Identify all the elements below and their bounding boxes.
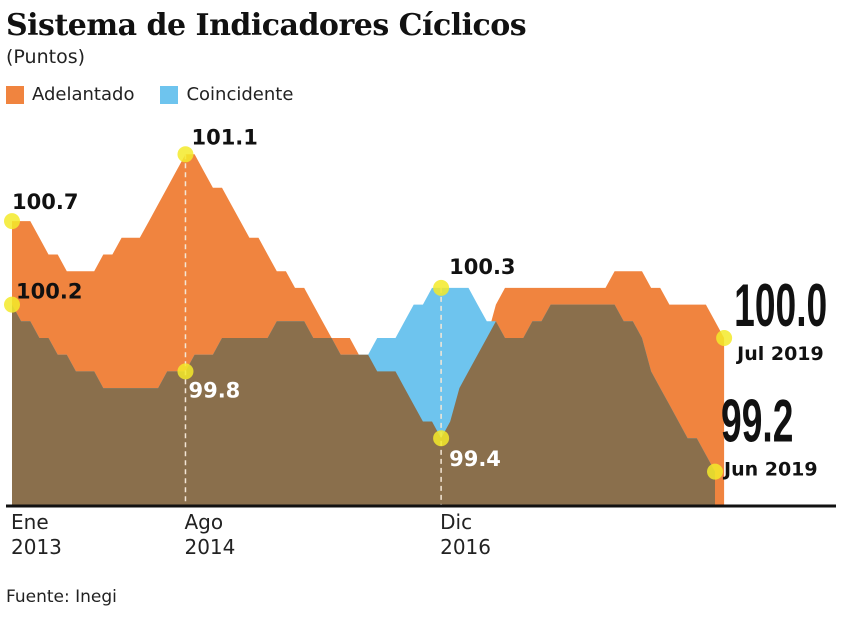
x-tick-year: 2016 [440, 535, 492, 559]
source-note: Fuente: Inegi [6, 587, 117, 607]
x-tick-label: Dic 2016 [440, 510, 491, 560]
x-tick-year: 2013 [11, 535, 62, 559]
data-marker [177, 363, 194, 380]
data-marker [707, 463, 724, 480]
chart-subtitle: (Puntos) [6, 46, 86, 68]
data-marker [716, 330, 733, 346]
legend-swatch-coincidente [160, 85, 179, 104]
x-tick-label: Ago 2014 [184, 510, 235, 560]
data-label: 100.3 [449, 255, 515, 279]
legend-item-adelantado: Adelantado [6, 84, 134, 105]
area-overlap [12, 304, 715, 505]
legend-item-coincidente: Coincidente [160, 84, 293, 105]
chart-title: Sistema de Indicadores Cíclicos [6, 8, 527, 43]
legend: Adelantado Coincidente [6, 84, 293, 105]
data-label: 99.4 [449, 447, 501, 471]
data-label: 100.7 [12, 190, 78, 214]
legend-label-coincidente: Coincidente [186, 84, 294, 105]
x-tick-month: Ene [11, 510, 49, 534]
data-marker [4, 296, 20, 313]
data-label: 101.1 [191, 125, 257, 149]
end-date-label: Jun 2019 [722, 459, 818, 481]
end-value-label: 99.2 [721, 388, 793, 455]
data-marker [433, 430, 450, 447]
data-marker [4, 213, 20, 230]
x-tick-year: 2014 [184, 535, 236, 559]
data-marker [177, 146, 194, 163]
end-date-label: Jul 2019 [735, 343, 824, 365]
x-tick-month: Ago [184, 510, 224, 534]
data-label: 100.2 [16, 280, 82, 304]
x-tick-month: Dic [440, 510, 473, 534]
legend-swatch-adelantado [6, 85, 24, 104]
end-value-label: 100.0 [734, 272, 827, 339]
x-tick-label: Ene 2013 [11, 510, 62, 560]
data-label: 99.8 [188, 378, 240, 402]
legend-label-adelantado: Adelantado [32, 84, 135, 105]
data-marker [433, 279, 450, 296]
